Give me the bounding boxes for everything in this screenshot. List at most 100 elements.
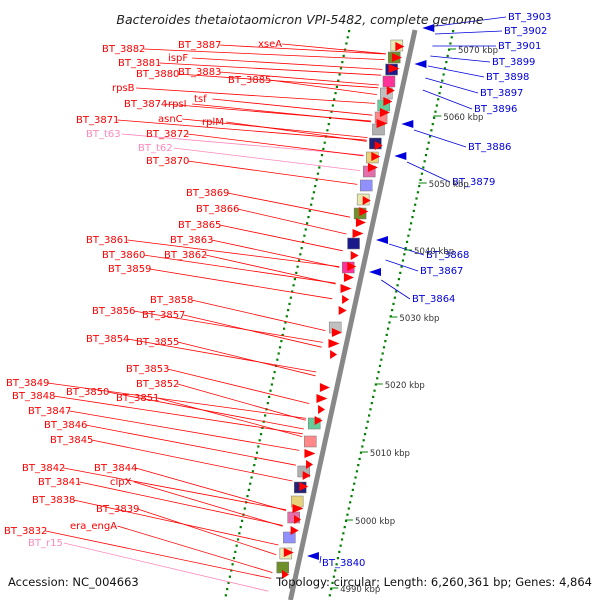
label-connector [188,161,358,184]
tick-dot [391,309,393,311]
tick-dot [329,594,331,596]
tick-dot [347,36,349,38]
reverse-gene-arrow [307,552,319,560]
tick-dot [240,526,242,528]
tick-dot [310,204,312,206]
gene-label-left: BT_3862 [164,250,207,261]
tick-dot [350,495,352,497]
tick-dot [438,92,440,94]
reverse-gene-arrow [401,120,413,128]
label-connector [128,240,340,267]
tick-dot [441,80,443,82]
tick-dot [421,173,423,175]
tick-dot [237,538,239,540]
tick-dot [354,476,356,478]
tick-dot [231,563,233,565]
gene-block [383,76,395,87]
tick-dot [398,278,400,280]
tick-dot [451,36,453,38]
tick-dot [368,414,370,416]
gene-label-left: BT_3880 [136,69,179,80]
gene-label-left: BT_3856 [92,306,135,317]
forward-gene-arrow [328,339,339,348]
forward-gene-arrow [341,284,352,293]
kbp-tick-label: 5000 kbp [355,517,395,527]
tick-dot [283,328,285,330]
tick-dot [449,42,451,44]
tick-dot [286,315,288,317]
gene-label-left: BT_t62 [138,143,173,154]
tick-dot [257,445,259,447]
gene-label-right: BT_3898 [486,72,529,83]
tick-dot [345,42,347,44]
tick-dot [259,439,261,441]
tick-dot [361,445,363,447]
gene-label-left: BT_3852 [136,379,179,390]
tick-dot [336,86,338,88]
gene-label-left: era_engA [70,521,117,532]
tick-dot [292,284,294,286]
tick-dot [341,538,343,540]
gene-label-left: BT_r15 [28,538,63,549]
tick-dot [371,402,373,404]
tick-dot [226,588,228,590]
tick-dot [233,557,235,559]
label-connector [70,411,300,450]
gene-label-left: BT_3853 [126,364,169,375]
forward-gene-arrow [318,405,325,414]
tick-dot [279,346,281,348]
tick-dot [414,204,416,206]
tick-dot [320,160,322,162]
gene-label-left: BT_3869 [186,188,229,199]
topology-text: Topology: circular; Length: 6,260,361 bp… [275,575,592,589]
tick-dot [229,576,231,578]
label-connector [206,255,336,284]
tick-dot [334,92,336,94]
gene-label-left: BT_3845 [50,435,93,446]
tick-dot [311,197,313,199]
label-connector [138,509,277,555]
gene-label-left: clpX [110,477,132,488]
tick-dot [280,340,282,342]
gene-label-right: BT_3897 [480,88,523,99]
label-connector [212,240,340,267]
tick-dot [376,377,378,379]
label-connector [270,80,377,95]
label-connector [168,369,310,404]
gene-label-left: BT_3870 [146,156,189,167]
tick-dot [307,216,309,218]
tick-dot [268,396,270,398]
tick-dot [407,235,409,237]
gene-label-left: BT_3839 [96,504,139,515]
tick-dot [382,352,384,354]
tick-dot [365,427,367,429]
tick-dot [380,359,382,361]
tick-dot [328,123,330,125]
tick-dot [369,408,371,410]
gene-block [283,532,295,543]
tick-dot [367,421,369,423]
tick-dot [411,216,413,218]
gene-label-left: BT_3863 [170,235,213,246]
gene-label-left: rpsB [112,83,135,94]
tick-dot [241,520,243,522]
gene-label-left: BT_t63 [86,129,121,140]
tick-dot [433,117,435,119]
reverse-gene-arrow [369,268,381,276]
map-title: Bacteroides thetaiotaomicron VPI-5482, c… [116,12,483,27]
kbp-tick-label: 5010 kbp [370,449,410,459]
tick-dot [432,123,434,125]
label-connector [184,315,322,347]
tick-dot [255,458,257,460]
label-connector [178,342,316,376]
tick-dot [278,352,280,354]
gene-label-left: rplM [202,117,224,128]
gene-label-left: BT_3844 [94,463,137,474]
tick-dot [363,439,365,441]
gene-label-left: xseA [258,39,282,50]
tick-dot [430,129,432,131]
tick-dot [252,470,254,472]
tick-dot [267,402,269,404]
label-connector [192,300,326,331]
gene-label-left: BT_3865 [178,220,221,231]
